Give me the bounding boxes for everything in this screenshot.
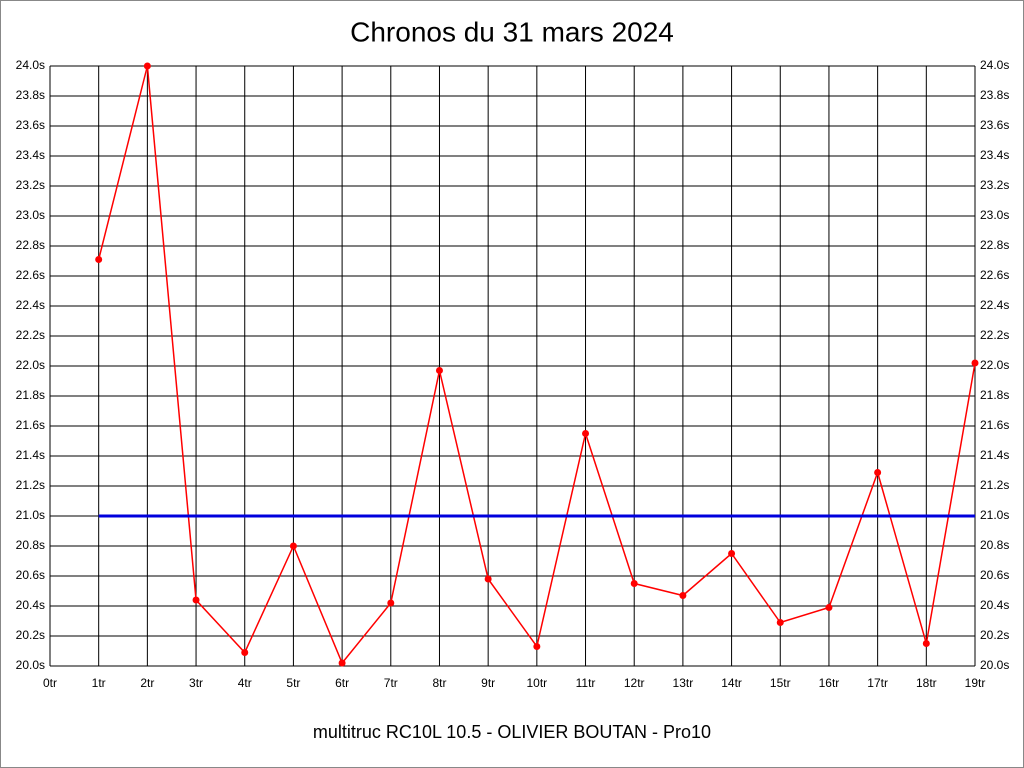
- x-tick-label: 1tr: [92, 676, 106, 690]
- data-point: [387, 599, 395, 607]
- y-tick-label: 20.2s: [16, 628, 45, 642]
- chart-subtitle: multitruc RC10L 10.5 - OLIVIER BOUTAN - …: [313, 722, 711, 742]
- y-tick-label: 20.4s: [16, 598, 45, 612]
- y2-tick-label: 20.0s: [980, 658, 1009, 672]
- data-point: [776, 619, 784, 626]
- y2-tick-label: 20.2s: [980, 628, 1009, 642]
- y2-tick-label: 23.6s: [980, 118, 1009, 132]
- x-tick-label: 5tr: [286, 676, 300, 690]
- data-point: [289, 542, 297, 550]
- x-tick-label: 15tr: [770, 676, 791, 690]
- y2-tick-label: 23.2s: [980, 178, 1009, 192]
- x-tick-label: 10tr: [526, 676, 547, 690]
- data-point: [971, 359, 979, 367]
- y2-tick-label: 22.0s: [980, 358, 1009, 372]
- data-point: [241, 649, 249, 656]
- x-tick-label: 3tr: [189, 676, 203, 690]
- y-tick-label: 23.2s: [16, 178, 45, 192]
- data-point: [582, 430, 590, 437]
- x-tick-label: 16tr: [819, 676, 840, 690]
- data-point: [192, 596, 200, 604]
- x-tick-label: 19tr: [965, 676, 986, 690]
- x-tick-label: 17tr: [867, 676, 888, 690]
- y-tick-label: 23.4s: [16, 148, 45, 162]
- x-tick-label: 8tr: [432, 676, 446, 690]
- y-tick-label: 24.0s: [16, 58, 45, 72]
- y2-tick-label: 23.8s: [980, 88, 1009, 102]
- y-tick-label: 21.2s: [16, 478, 45, 492]
- y2-tick-label: 23.0s: [980, 208, 1009, 222]
- x-tick-label: 11tr: [576, 676, 596, 690]
- y2-tick-label: 22.6s: [980, 268, 1009, 282]
- y2-tick-label: 20.8s: [980, 538, 1009, 552]
- y-tick-label: 22.8s: [16, 238, 45, 252]
- y2-tick-label: 20.4s: [980, 598, 1009, 612]
- x-tick-label: 18tr: [916, 676, 937, 690]
- data-point: [728, 550, 736, 557]
- data-point: [435, 367, 443, 374]
- y2-tick-label: 22.4s: [980, 298, 1009, 312]
- data-point: [630, 580, 638, 587]
- data-point: [922, 640, 930, 647]
- y2-tick-label: 22.2s: [980, 328, 1009, 342]
- y2-tick-label: 21.4s: [980, 448, 1009, 462]
- data-point: [874, 469, 882, 476]
- y-tick-label: 23.8s: [16, 88, 45, 102]
- data-point: [825, 604, 833, 611]
- y-tick-label: 23.6s: [16, 118, 45, 132]
- y-tick-label: 21.8s: [16, 388, 45, 402]
- y-tick-label: 23.0s: [16, 208, 45, 222]
- y-tick-label: 22.0s: [16, 358, 45, 372]
- x-tick-label: 0tr: [43, 676, 57, 690]
- y-tick-label: 21.4s: [16, 448, 45, 462]
- data-point: [484, 575, 492, 583]
- y2-tick-label: 21.6s: [980, 418, 1009, 432]
- y2-tick-label: 22.8s: [980, 238, 1009, 252]
- chart-title: Chronos du 31 mars 2024: [350, 16, 674, 47]
- x-tick-label: 7tr: [384, 676, 398, 690]
- y2-tick-label: 24.0s: [980, 58, 1009, 72]
- x-tick-label: 14tr: [721, 676, 742, 690]
- y-tick-label: 20.0s: [16, 658, 45, 672]
- data-point: [143, 62, 151, 70]
- y-tick-label: 22.4s: [16, 298, 45, 312]
- x-tick-label: 6tr: [335, 676, 349, 690]
- data-point: [533, 643, 541, 650]
- y-tick-label: 21.6s: [16, 418, 45, 432]
- y2-tick-label: 21.8s: [980, 388, 1009, 402]
- y-tick-label: 22.6s: [16, 268, 45, 282]
- x-tick-label: 13tr: [673, 676, 694, 690]
- y-tick-label: 21.0s: [16, 508, 45, 522]
- x-tick-label: 2tr: [140, 676, 154, 690]
- y-tick-label: 20.6s: [16, 568, 45, 582]
- x-tick-label: 4tr: [238, 676, 252, 690]
- y2-tick-label: 23.4s: [980, 148, 1009, 162]
- x-tick-label: 12tr: [624, 676, 645, 690]
- y2-tick-label: 20.6s: [980, 568, 1009, 582]
- data-point: [338, 659, 346, 667]
- y-tick-label: 20.8s: [16, 538, 45, 552]
- y2-tick-label: 21.2s: [980, 478, 1009, 492]
- data-point: [95, 256, 103, 263]
- y2-tick-label: 21.0s: [980, 508, 1009, 522]
- x-tick-label: 9tr: [481, 676, 495, 690]
- data-point: [679, 592, 687, 599]
- y-tick-label: 22.2s: [16, 328, 45, 342]
